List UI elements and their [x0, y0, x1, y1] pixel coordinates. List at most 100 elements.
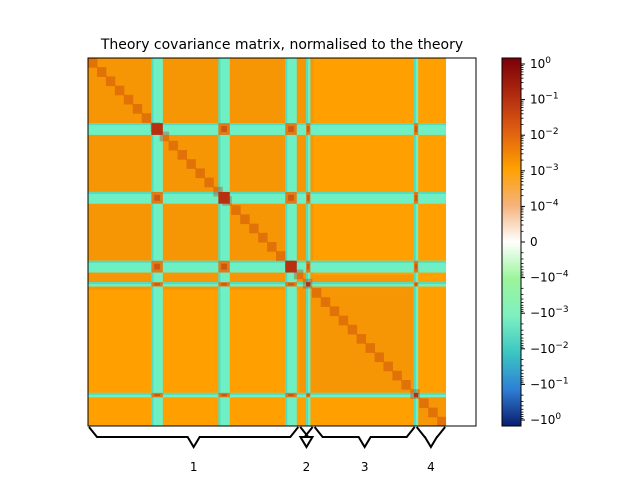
heatmap-band-edge	[88, 392, 447, 395]
colorbar-tick-label: −10−1	[530, 376, 569, 391]
heatmap-band-crossing-core	[288, 126, 294, 132]
heatmap-diagonal-cell	[249, 223, 259, 234]
heatmap-diagonal-cell	[195, 168, 205, 179]
heatmap-diagonal-cell	[88, 58, 98, 68]
colorbar-tick-label: −10−2	[530, 341, 569, 356]
heatmap-band-horizontal	[88, 282, 447, 287]
block-brace	[313, 426, 416, 449]
heatmap-band-crossing-core	[221, 283, 227, 286]
heatmap-band-edge	[88, 123, 447, 126]
heatmap-diagonal-cell	[401, 380, 411, 390]
heatmap-band-edge	[151, 58, 154, 426]
heatmap-band-vertical	[306, 58, 311, 426]
heatmap-band-crossing-core	[288, 283, 294, 286]
heatmap-diagonal-cell	[293, 269, 304, 280]
colorbar-tick-label: 10−2	[530, 127, 559, 142]
heatmap-diagonal-cell	[96, 67, 107, 77]
heatmap-band-edge	[413, 58, 416, 426]
colorbar-tick-label: 0	[530, 235, 538, 249]
heatmap-diagonal-cell	[284, 260, 295, 271]
heatmap-band-edge	[306, 58, 309, 426]
heatmap-band-horizontal	[88, 123, 447, 135]
heatmap-diagonal-cell	[356, 334, 367, 344]
heatmap-diagonal-cell	[114, 85, 125, 96]
heatmap-diagonal-cell	[186, 159, 196, 169]
colorbar-tick-label: −10−3	[530, 305, 569, 320]
heatmap-band-crossing-core	[154, 194, 160, 201]
heatmap-band-horizontal	[88, 392, 447, 398]
block-label: 3	[361, 460, 369, 474]
heatmap-diagonal-cell	[365, 343, 375, 353]
heatmap-band-crossing-core	[307, 126, 310, 132]
heatmap-diagonal-cell	[338, 315, 349, 326]
heatmap-diagonal-cell	[347, 324, 358, 335]
heatmap-diagonal-cell	[258, 232, 268, 243]
heatmap-diagonal-cell	[374, 352, 384, 363]
heatmap-diagonal-cell	[410, 389, 420, 399]
heatmap-band-vertical	[218, 58, 230, 426]
heatmap-band-crossing-core	[288, 194, 294, 201]
heatmap-band-vertical	[285, 58, 297, 426]
heatmap-diagonal-cell	[392, 370, 402, 381]
colorbar-tick-label: −100	[530, 412, 561, 427]
block-brace	[298, 426, 315, 449]
heatmap-diagonal-cell	[302, 278, 313, 289]
heatmap-diagonal-cell	[320, 297, 331, 307]
heatmap-band-crossing-core	[221, 126, 227, 132]
block-braces: 1 2 3 4	[88, 426, 446, 474]
heatmap-diagonal-cell	[240, 214, 250, 225]
heatmap-diagonal-cell	[231, 205, 241, 215]
heatmap-diagonal-cell	[168, 140, 179, 151]
heatmap-plot-area	[88, 58, 476, 426]
heatmap-diagonal-cell	[159, 131, 170, 142]
heatmap-diagonal-cell	[329, 306, 340, 317]
heatmap-band-crossing-core	[221, 263, 227, 270]
heatmap-diagonal-cell	[132, 104, 143, 114]
heatmap-diagonal-cell	[123, 94, 134, 105]
heatmap-band-edge	[88, 260, 447, 263]
heatmap-block-cell	[415, 394, 447, 426]
heatmap-block-cell	[88, 58, 300, 276]
heatmap-band-crossing-core	[288, 263, 294, 270]
heatmap-band-crossing-core	[414, 194, 418, 201]
chart-title: Theory covariance matrix, normalised to …	[100, 37, 463, 53]
heatmap-band-crossing-core	[307, 283, 310, 286]
heatmap-diagonal-cell	[141, 113, 152, 123]
heatmap-band-vertical	[151, 58, 163, 426]
heatmap-band-crossing-core	[414, 126, 418, 132]
heatmap-band-crossing-core	[414, 283, 418, 286]
colorbar-tick-label: 10−1	[530, 92, 559, 107]
heatmap-diagonal-cell	[383, 361, 393, 372]
block-brace	[415, 426, 446, 449]
heatmap-diagonal-cell	[428, 407, 438, 418]
plot-frame	[87, 57, 477, 427]
heatmap-block-cell	[313, 289, 416, 395]
colorbar-tick-label: 100	[530, 56, 551, 71]
heatmap-diagonal-cell	[222, 196, 232, 206]
heatmap-band-crossing-core	[154, 393, 160, 397]
heatmap-band-edge	[218, 58, 221, 426]
colorbar-tick-label: 10−3	[530, 163, 559, 178]
heatmap-diagonal-cell	[177, 150, 187, 160]
heatmap-diagonal-cell	[105, 76, 116, 87]
heatmap-band-crossing-core	[307, 393, 310, 397]
heatmap-band-crossing-core	[414, 263, 418, 270]
heatmap-diagonal-cell	[311, 288, 322, 298]
heatmap-band-crossing-core	[414, 393, 418, 397]
heatmap-band-crossing-core	[221, 393, 227, 397]
heatmap-diagonal-cell	[204, 177, 214, 188]
heatmap-band-crossing-core	[154, 263, 160, 270]
heatmap-band-crossing-core	[307, 263, 310, 270]
heatmap-band-crossing-core	[307, 194, 310, 201]
block-label: 1	[190, 460, 198, 474]
heatmap-band-edge	[285, 58, 288, 426]
heatmap-band-edge	[88, 282, 447, 285]
heatmap-diagonal-cell	[437, 416, 447, 426]
heatmap-diagonal-cell	[213, 186, 223, 197]
block-brace	[88, 426, 300, 449]
colorbar-tick-label: 10−4	[530, 198, 559, 213]
heatmap-diagonal-cell	[276, 251, 286, 261]
heatmap-diagonal-cell	[150, 122, 161, 133]
heatmap-band-vertical	[413, 58, 419, 426]
